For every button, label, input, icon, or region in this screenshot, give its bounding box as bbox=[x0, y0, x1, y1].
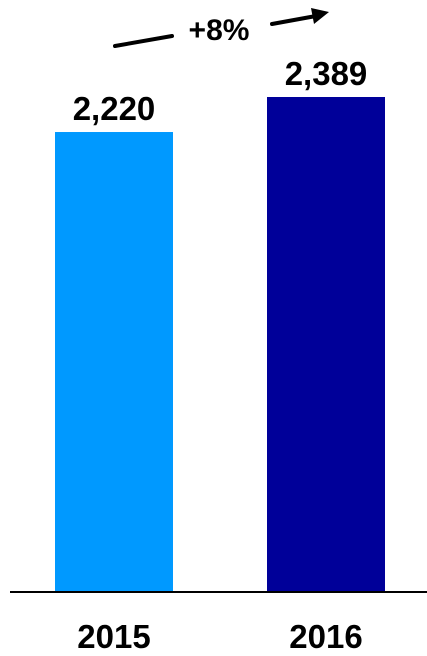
x-tick-label-2015: 2015 bbox=[77, 618, 150, 655]
bar-2015 bbox=[55, 132, 173, 593]
growth-arrow-head-icon bbox=[311, 8, 329, 24]
bars-group bbox=[55, 97, 385, 593]
growth-change-label: +8% bbox=[189, 14, 250, 47]
labels-group: 2,220 2015 2,389 2016 bbox=[73, 55, 368, 655]
value-label-2016: 2,389 bbox=[285, 55, 368, 92]
growth-annotation: +8% bbox=[113, 8, 329, 48]
bar-2016 bbox=[267, 97, 385, 592]
growth-arrow-shaft bbox=[270, 14, 318, 26]
growth-arrow-tail bbox=[113, 34, 174, 48]
x-tick-label-2016: 2016 bbox=[289, 618, 362, 655]
value-label-2015: 2,220 bbox=[73, 90, 156, 127]
